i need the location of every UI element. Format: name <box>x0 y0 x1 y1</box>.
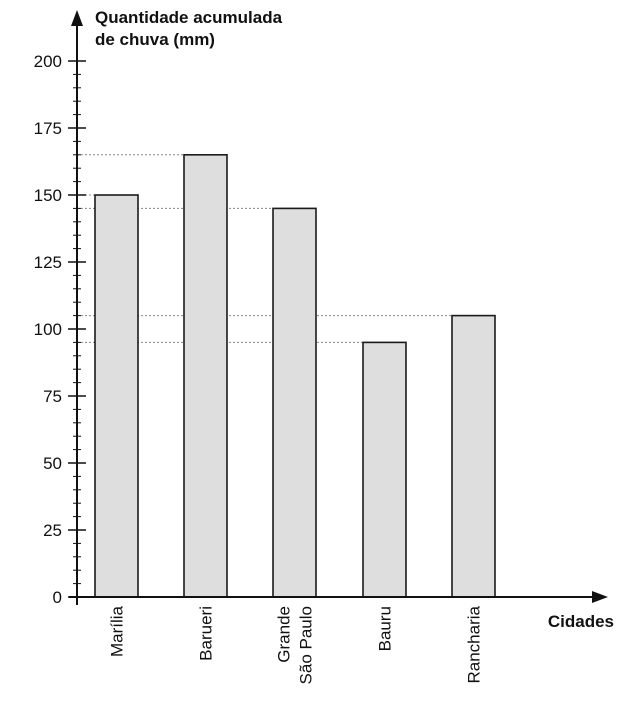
y-tick-label: 175 <box>34 119 62 138</box>
y-tick-label: 25 <box>43 521 62 540</box>
bar <box>362 341 407 598</box>
y-tick-label: 50 <box>43 454 62 473</box>
y-tick-label: 150 <box>34 186 62 205</box>
x-category-label: São Paulo <box>297 606 316 684</box>
bar <box>94 194 139 598</box>
bar <box>451 314 496 598</box>
y-axis-title: de chuva (mm) <box>95 30 215 49</box>
y-tick-label: 100 <box>34 320 62 339</box>
x-category-label: Barueri <box>197 606 216 661</box>
x-axis-title: Cidades <box>548 612 614 631</box>
y-axis-arrow-icon <box>71 10 83 26</box>
x-axis-arrow-icon <box>592 591 608 603</box>
x-category-label: Marília <box>108 605 127 657</box>
bar <box>272 207 317 598</box>
bar <box>183 154 228 598</box>
x-category-label: Bauru <box>376 606 395 651</box>
y-tick-label: 75 <box>43 387 62 406</box>
y-tick-label: 125 <box>34 253 62 272</box>
x-category-label: Rancharia <box>465 605 484 683</box>
y-tick-label: 0 <box>53 588 62 607</box>
x-category-label: Grande <box>275 606 294 663</box>
y-tick-label: 200 <box>34 52 62 71</box>
y-axis-title: Quantidade acumulada <box>95 8 283 27</box>
